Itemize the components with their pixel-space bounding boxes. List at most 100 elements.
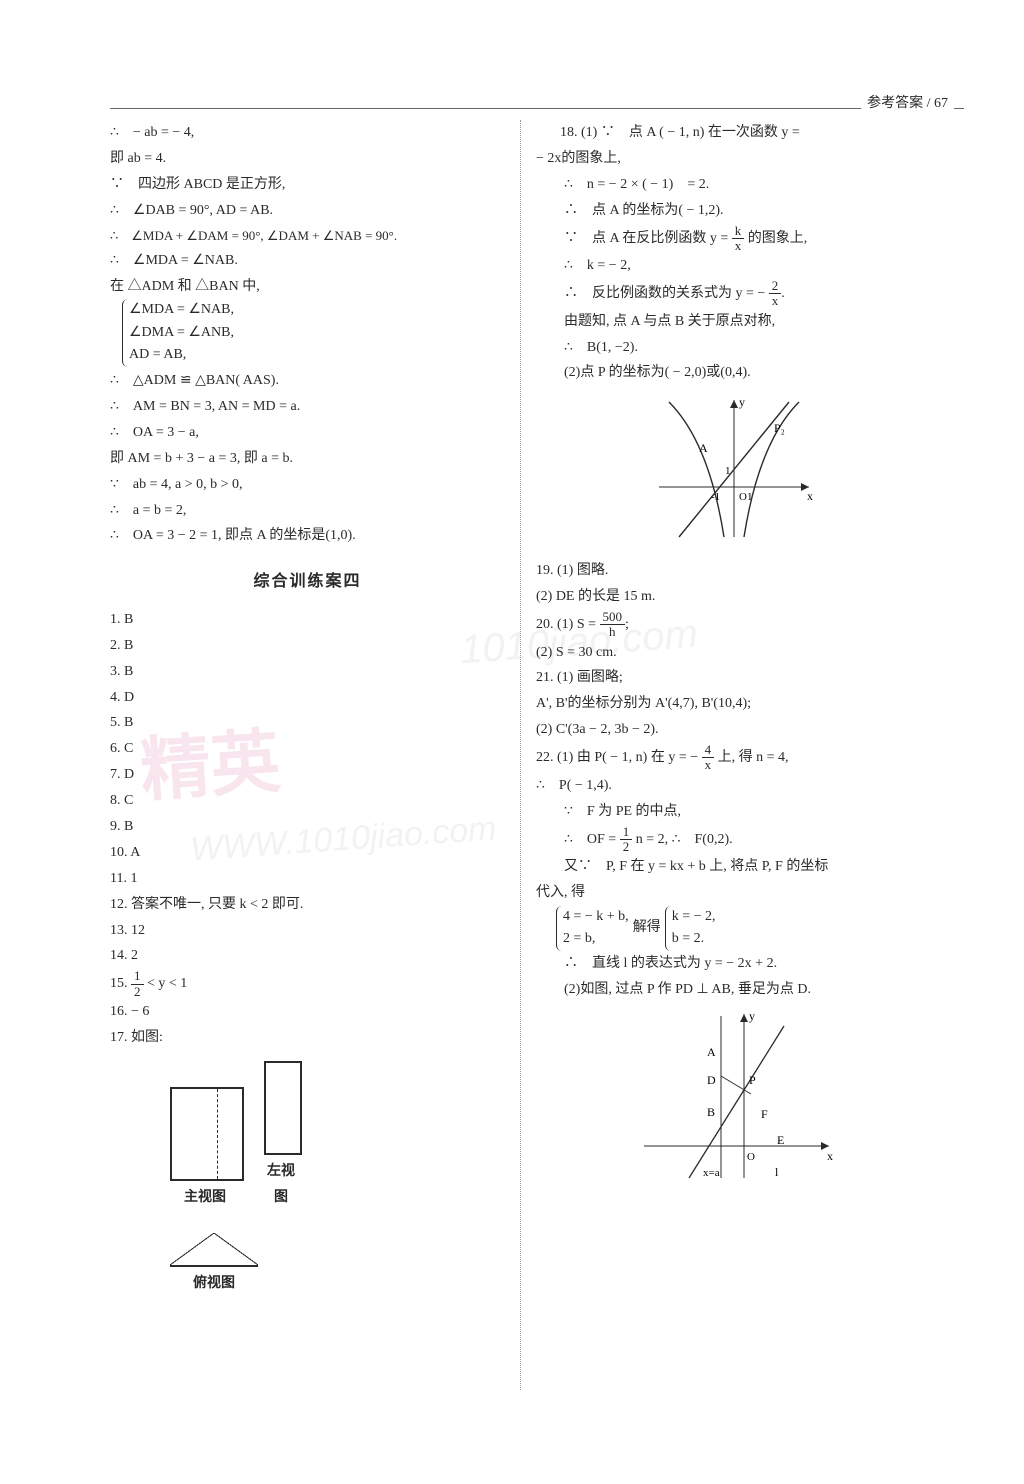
sys-line: 4 = − k + b, xyxy=(563,906,629,928)
axis-label-y: y xyxy=(739,395,745,409)
answer: 16. − 6 xyxy=(110,999,505,1025)
txt: 15. xyxy=(110,976,131,991)
txt: 解得 xyxy=(633,915,661,941)
line: 即 ab = 4. xyxy=(110,146,505,172)
svg-text:F: F xyxy=(761,1107,768,1121)
column-divider xyxy=(520,120,521,1390)
line: 20. (1) S = 500h; xyxy=(536,610,931,640)
answer: 9. B xyxy=(110,814,505,840)
fraction: 500h xyxy=(600,610,626,640)
svg-text:-1: -1 xyxy=(711,491,720,503)
coordinate-graph: y x A D P B F E O l x=a xyxy=(629,1006,839,1181)
svg-text:1: 1 xyxy=(747,491,753,503)
svg-text:E: E xyxy=(777,1133,784,1147)
answer: 13. 12 xyxy=(110,918,505,944)
answer: 3. B xyxy=(110,659,505,685)
svg-text:l: l xyxy=(775,1165,779,1179)
line: ∴ − ab = − 4, xyxy=(110,120,505,146)
line: ∴ OA = 3 − 2 = 1, 即点 A 的坐标是(1,0). xyxy=(110,523,505,549)
svg-text:O: O xyxy=(747,1151,755,1163)
line: 22. (1) 由 P( − 1, n) 在 y = − 4x 上, 得 n =… xyxy=(536,743,931,773)
line: (2) DE 的长是 15 m. xyxy=(536,584,931,610)
line: (2)如图, 过点 P 作 PD ⊥ AB, 垂足为点 D. xyxy=(536,977,931,1003)
line: 在 △ADM 和 △BAN 中, xyxy=(110,274,505,300)
answer: 10. A xyxy=(110,840,505,866)
line: ∴ OF = 12 n = 2, ∴ F(0,2). xyxy=(536,825,931,855)
graph-2: y x A D P B F E O l x=a xyxy=(536,1006,931,1191)
fraction: kx xyxy=(732,224,745,254)
graph-1: y x P₂ A O -1 1 1 xyxy=(536,392,931,552)
left-view-box xyxy=(264,1061,302,1155)
answer: 11. 1 xyxy=(110,866,505,892)
line: 由题知, 点 A 与点 B 关于原点对称, xyxy=(536,309,931,335)
answer: 14. 2 xyxy=(110,943,505,969)
svg-text:A: A xyxy=(707,1045,716,1059)
answer: 5. B xyxy=(110,710,505,736)
line: ∴ 反比例函数的关系式为 y = − 2x. xyxy=(536,279,931,309)
line: ∴ OA = 3 − a, xyxy=(110,420,505,446)
line: 又∵ P, F 在 y = kx + b 上, 将点 P, F 的坐标 xyxy=(536,854,931,880)
line: ∴ ∠MDA + ∠DAM = 90°, ∠DAM + ∠NAB = 90°. xyxy=(110,224,505,248)
sys-line: b = 2. xyxy=(672,928,716,950)
line: 21. (1) 画图略; xyxy=(536,665,931,691)
svg-text:D: D xyxy=(707,1073,716,1087)
fraction: 2x xyxy=(769,279,782,309)
line: ∴ AM = BN = 3, AN = MD = a. xyxy=(110,394,505,420)
top-view-triangle xyxy=(170,1233,258,1267)
orthographic-views: 主视图 左视图 俯视图 xyxy=(170,1061,505,1297)
view-label: 俯视图 xyxy=(170,1271,258,1297)
line: ∴ k = − 2, xyxy=(536,253,931,279)
equation-system-row: 4 = − k + b, 2 = b, 解得 k = − 2, b = 2. xyxy=(556,906,931,951)
line: 18. (1) ∵ 点 A ( − 1, n) 在一次函数 y = xyxy=(536,120,931,146)
view-block: 左视图 xyxy=(264,1061,302,1211)
line: ∴ ∠MDA = ∠NAB. xyxy=(110,248,505,274)
view-label: 左视图 xyxy=(264,1159,298,1211)
answer: 12. 答案不唯一, 只要 k < 2 即可. xyxy=(110,892,505,918)
line: ∴ B(1, −2). xyxy=(536,335,931,361)
line: A', B'的坐标分别为 A'(4,7), B'(10,4); xyxy=(536,691,931,717)
svg-text:x: x xyxy=(827,1149,833,1163)
line: ∴ 点 A 的坐标为( − 1,2). xyxy=(536,198,931,224)
sys-line: ∠MDA = ∠NAB, xyxy=(129,299,234,321)
answer: 15. 12 < y < 1 xyxy=(110,969,505,999)
sys-line: k = − 2, xyxy=(672,906,716,928)
line: (2) S = 30 cm. xyxy=(536,640,931,666)
svg-text:1: 1 xyxy=(725,465,731,477)
section-title: 综合训练案四 xyxy=(110,567,505,597)
line: ∵ 四边形 ABCD 是正方形, xyxy=(110,172,505,198)
line: ∴ a = b = 2, xyxy=(110,498,505,524)
fraction: 12 xyxy=(620,825,633,855)
line: ∵ ab = 4, a > 0, b > 0, xyxy=(110,472,505,498)
page-body: ∴ − ab = − 4, 即 ab = 4. ∵ 四边形 ABCD 是正方形,… xyxy=(0,0,1024,1430)
fraction: 4x xyxy=(702,743,715,773)
line: ∴ n = − 2 × ( − 1) = 2. xyxy=(536,172,931,198)
sys-line: 2 = b, xyxy=(563,928,629,950)
left-column: ∴ − ab = − 4, 即 ab = 4. ∵ 四边形 ABCD 是正方形,… xyxy=(110,120,510,1390)
line: 代入, 得 xyxy=(536,880,931,906)
right-column: 18. (1) ∵ 点 A ( − 1, n) 在一次函数 y = − 2x的图… xyxy=(531,120,931,1390)
answer: 7. D xyxy=(110,762,505,788)
point-label: P₂ xyxy=(774,421,785,435)
fraction: 12 xyxy=(131,969,144,999)
line: (2)点 P 的坐标为( − 2,0)或(0,4). xyxy=(536,360,931,386)
answer: 2. B xyxy=(110,633,505,659)
line: − 2x的图象上, xyxy=(536,146,931,172)
line: (2) C'(3a − 2, 3b − 2). xyxy=(536,717,931,743)
origin-label: O xyxy=(739,491,747,503)
sys-line: ∠DMA = ∠ANB, xyxy=(129,322,234,344)
answer: 17. 如图: xyxy=(110,1025,505,1051)
line: 19. (1) 图略. xyxy=(536,558,931,584)
line: ∴ P( − 1,4). xyxy=(536,773,931,799)
svg-text:P: P xyxy=(749,1073,756,1087)
svg-text:y: y xyxy=(749,1009,755,1023)
front-view-box xyxy=(170,1087,244,1181)
sys-line: AD = AB, xyxy=(129,344,234,366)
svg-text:x=a: x=a xyxy=(703,1167,720,1179)
txt: < y < 1 xyxy=(144,976,188,991)
svg-text:B: B xyxy=(707,1105,715,1119)
equation-system: ∠MDA = ∠NAB, ∠DMA = ∠ANB, AD = AB, xyxy=(122,299,234,366)
axis-label-x: x xyxy=(807,489,813,503)
answer: 8. C xyxy=(110,788,505,814)
point-label: A xyxy=(699,441,708,455)
answer: 1. B xyxy=(110,607,505,633)
